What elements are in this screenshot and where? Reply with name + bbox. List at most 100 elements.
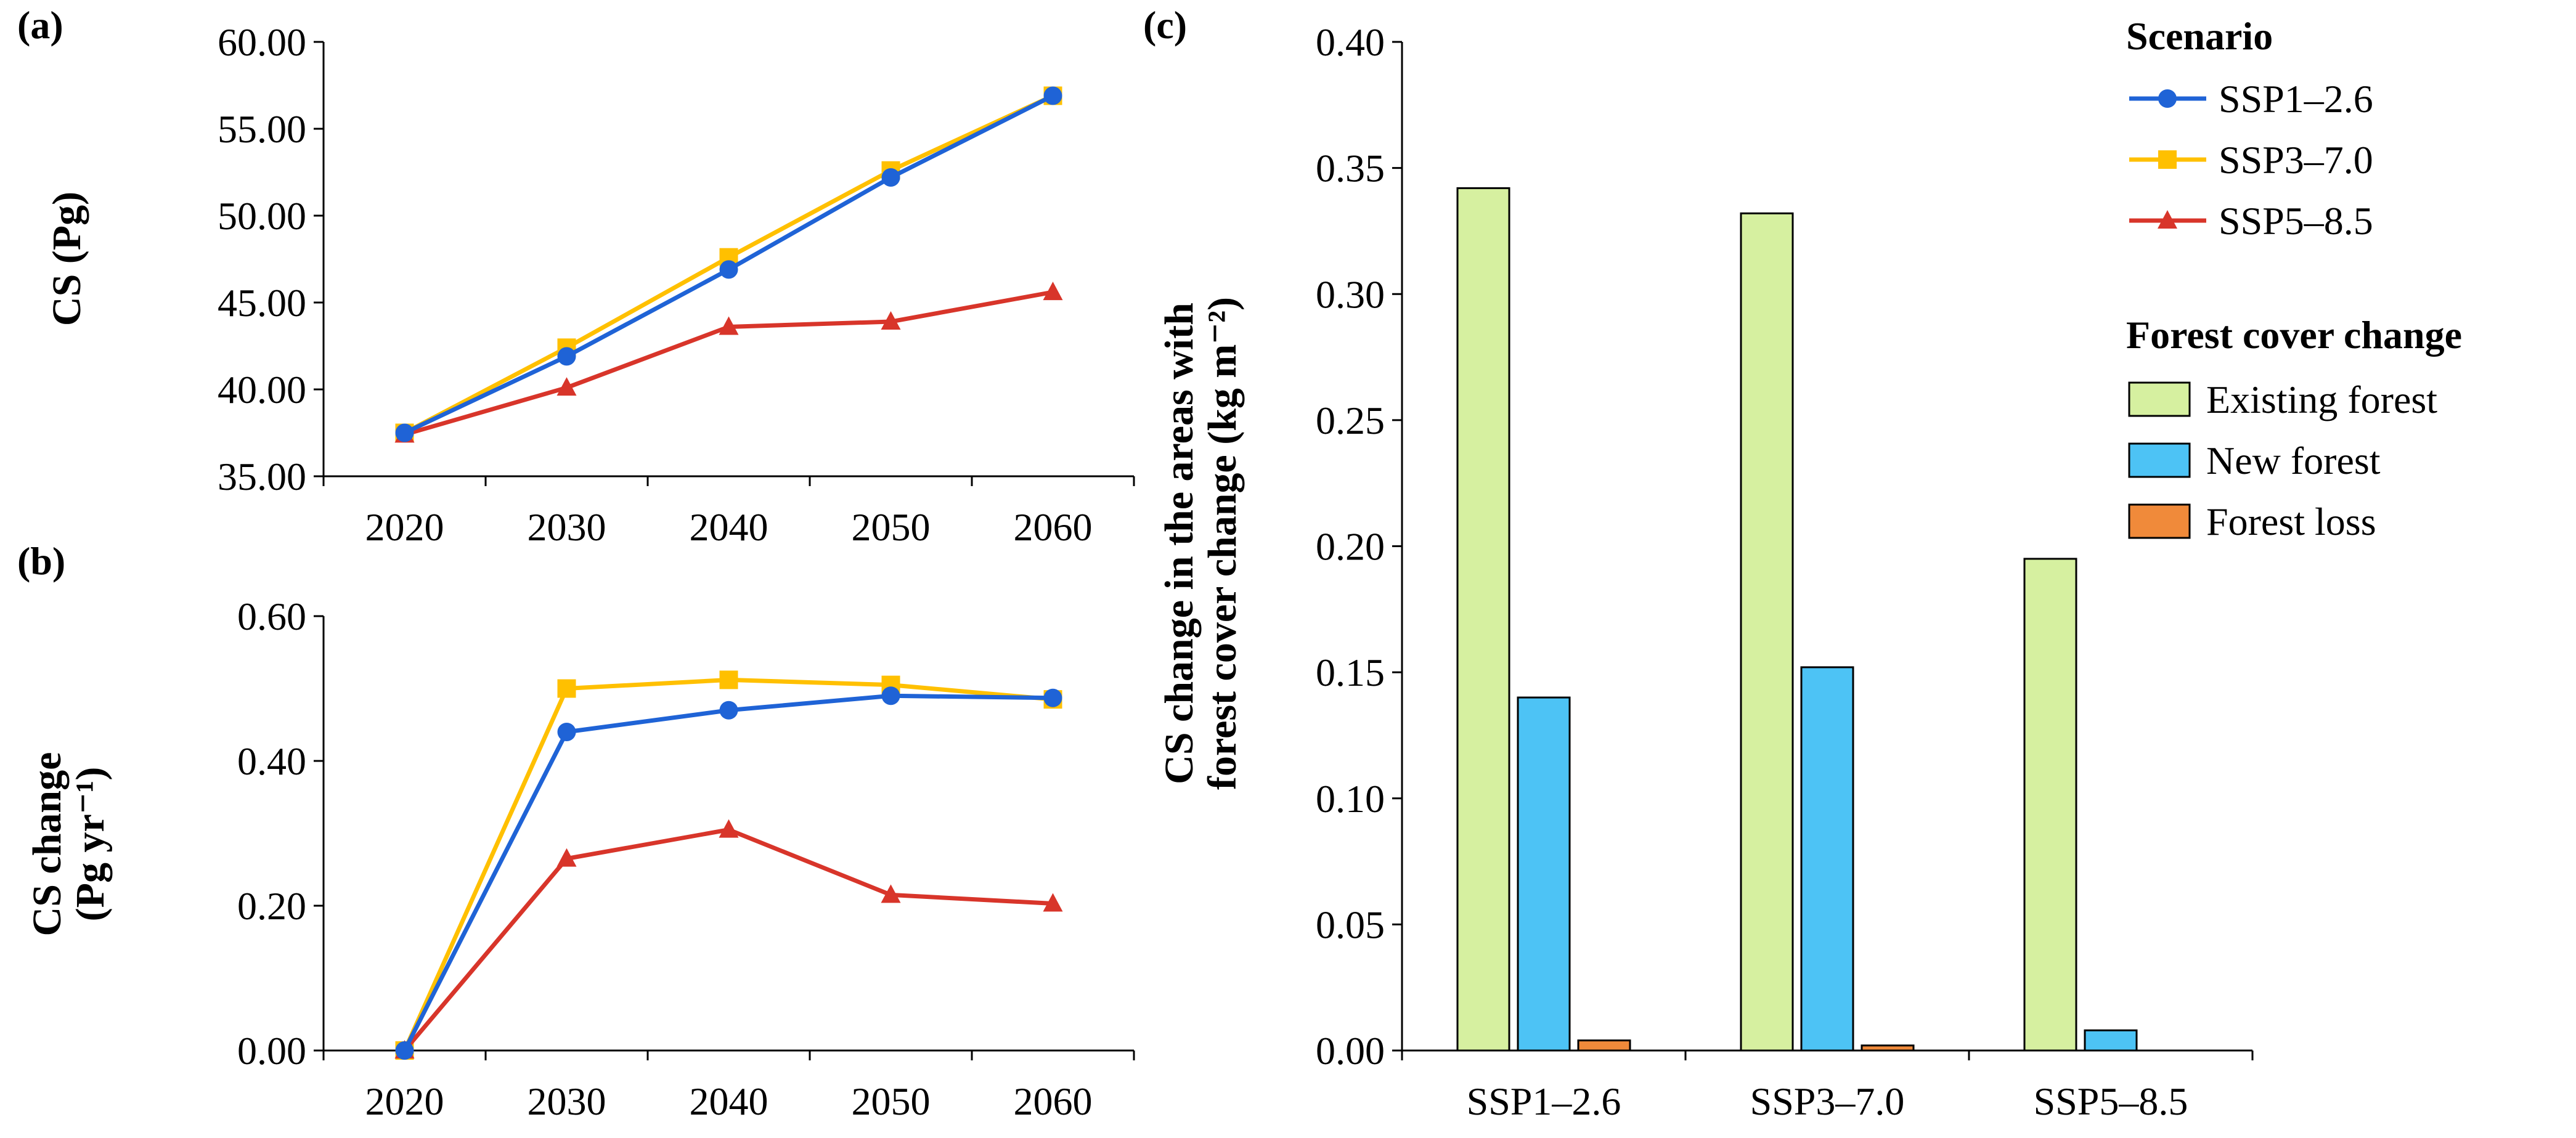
panel-c: (c) CS change in the areas with forest c… [1143, 3, 2254, 1123]
y-tick-label: 0.05 [1316, 903, 1385, 946]
legend-forest-label: New forest [2206, 439, 2381, 482]
y-tick-label: 40.00 [218, 368, 306, 412]
data-point [881, 686, 900, 705]
bar-existing_forest [1740, 212, 1794, 1052]
data-point [1043, 893, 1063, 912]
y-tick-label: 0.15 [1316, 651, 1385, 694]
panel-c-ylabel-line1: CS change in the areas with [1157, 303, 1202, 784]
x-tick-label: 2060 [1014, 505, 1093, 549]
bar-existing_forest [2023, 558, 2077, 1052]
panel-b-ylabel-line2: (Pg yr⁻¹) [68, 767, 113, 922]
y-tick-label: 45.00 [218, 281, 306, 325]
x-tick-label: 2030 [528, 505, 606, 549]
panel-b-ylabel-line1: CS change [25, 752, 70, 937]
data-point [719, 701, 738, 720]
bar-forest_loss [1577, 1039, 1631, 1052]
legend-scenario-label: SSP5–8.5 [2219, 199, 2373, 243]
x-tick-label: 2050 [852, 505, 931, 549]
legend-scenario-item: SSP1–2.6 [2129, 77, 2373, 121]
series-ssp126 [395, 686, 1062, 1060]
panel-c-label: (c) [1143, 3, 1187, 47]
data-point [1043, 688, 1062, 707]
y-tick-label: 0.40 [237, 739, 306, 783]
data-point [557, 347, 576, 366]
x-tick-label: 2030 [528, 1079, 606, 1123]
legend-forest-item: Forest loss [2128, 500, 2376, 543]
panel-c-bars [1456, 187, 2138, 1052]
series-line [402, 677, 1053, 1052]
series-ssp585 [394, 282, 1063, 443]
y-tick-label: 60.00 [218, 20, 306, 64]
y-tick-label: 0.20 [237, 884, 306, 928]
legend-forest-items: Existing forest New forest Forest loss [2128, 378, 2437, 543]
data-point [719, 819, 739, 838]
x-tick-label: 2020 [365, 505, 444, 549]
panel-a-ylabel: CS (Pg) [44, 192, 89, 326]
y-tick-label: 0.40 [1316, 20, 1385, 64]
legend-marker [2158, 89, 2177, 108]
legend-scenario-items: SSP1–2.6 SSP3–7.0 SSP5–8.5 [2129, 77, 2373, 243]
x-tick-label: 2040 [690, 1079, 768, 1123]
series-line [404, 290, 1054, 437]
y-tick-label: 0.20 [1316, 525, 1385, 569]
panel-a-axes: 35.00 40.00 45.00 50.00 55.00 60.00 2020 2030 20… [218, 20, 1135, 549]
legend-scenario-label: SSP3–7.0 [2219, 138, 2373, 182]
data-point [395, 1041, 414, 1060]
data-point [719, 670, 738, 689]
legend-scenario-item: SSP3–7.0 [2129, 138, 2373, 182]
data-point [719, 260, 738, 279]
data-point [557, 723, 576, 741]
panel-b: (b) CS change (Pg yr⁻¹) 0.00 0.20 0.40 0.60… [17, 539, 1135, 1123]
x-tick-label: 2040 [690, 505, 768, 549]
series-ssp585 [394, 819, 1063, 1059]
legend-marker [2158, 210, 2177, 229]
data-point [556, 848, 577, 867]
panel-c-axes: 0.00 0.05 0.10 0.15 0.20 0.25 0.30 0.35 0.40 SSP1… [1316, 20, 2254, 1123]
bar-new_forest [2084, 1029, 2138, 1052]
legend-marker [2158, 150, 2177, 169]
y-tick-label: 0.60 [237, 595, 306, 638]
y-tick-label: 0.00 [237, 1029, 306, 1073]
y-tick-label: 55.00 [218, 107, 306, 151]
x-tick-label: 2060 [1014, 1079, 1093, 1123]
y-tick-label: 0.25 [1316, 399, 1385, 442]
series-ssp126 [395, 86, 1062, 442]
panel-b-series [394, 670, 1063, 1060]
data-point [881, 311, 901, 330]
series-ssp370 [395, 670, 1062, 1060]
y-tick-label: 35.00 [218, 455, 306, 498]
legend-scenario-title: Scenario [2126, 14, 2273, 58]
y-tick-label: 0.35 [1316, 147, 1385, 190]
panel-a-label: (a) [17, 3, 63, 47]
y-tick-label: 0.30 [1316, 272, 1385, 316]
legend-bar-swatch [2128, 442, 2191, 478]
panel-c-ylabel-line2: forest cover change (kg m⁻²) [1200, 297, 1245, 790]
bar-forest_loss [1861, 1044, 1915, 1052]
data-point [719, 316, 739, 335]
y-tick-label: 0.00 [1316, 1029, 1385, 1073]
legend-bar-swatch [2128, 503, 2191, 539]
x-tick-label: 2020 [365, 1079, 444, 1123]
legend-forest-label: Forest loss [2206, 500, 2376, 543]
panel-b-axes: 0.00 0.20 0.40 0.60 2020 2030 2040 2050 2060 [237, 595, 1135, 1123]
data-point [1043, 86, 1062, 105]
legend-bar-swatch [2128, 381, 2191, 417]
bar-new_forest [1800, 666, 1854, 1052]
x-tick-label: SSP3–7.0 [1750, 1079, 1905, 1123]
y-tick-label: 50.00 [218, 194, 306, 238]
panel-b-label: (b) [17, 539, 65, 583]
data-point [395, 423, 414, 442]
legend-forest-item: New forest [2128, 439, 2381, 482]
data-point [556, 377, 577, 396]
y-tick-label: 0.10 [1316, 777, 1385, 821]
legend-forest-item: Existing forest [2128, 378, 2437, 421]
legend: Scenario SSP1–2.6 SSP3–7.0 SSP5–8.5 Forest… [2126, 14, 2462, 543]
x-tick-label: SSP1–2.6 [1467, 1079, 1621, 1123]
x-tick-label: SSP5–8.5 [2034, 1079, 2188, 1123]
legend-forest-label: Existing forest [2206, 378, 2437, 421]
legend-forest-title: Forest cover change [2126, 313, 2462, 357]
data-point [1043, 282, 1063, 301]
data-point [881, 168, 900, 187]
panel-a: (a) CS (Pg) 35.00 40.00 45.00 50.00 55.00 60.… [17, 3, 1135, 549]
